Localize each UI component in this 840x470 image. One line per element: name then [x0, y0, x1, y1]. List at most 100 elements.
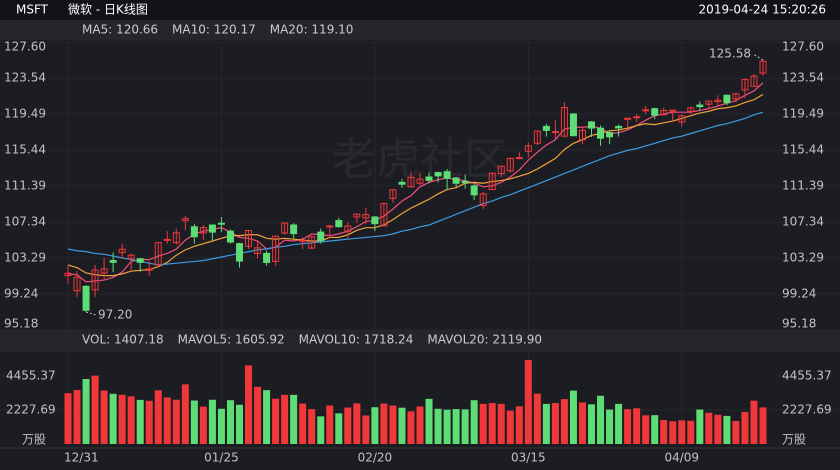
volume-bar — [263, 390, 271, 444]
volume-bar — [326, 405, 334, 444]
volume-bar — [452, 409, 460, 444]
candle-body — [109, 260, 117, 263]
volume-bar — [669, 421, 677, 444]
candle-body — [660, 109, 668, 116]
volume-bar — [308, 409, 316, 444]
volume-bar — [488, 403, 496, 444]
volume-bar — [407, 411, 415, 444]
y-tick-label-right: 4455.37 — [782, 369, 832, 383]
volume-bar — [660, 420, 668, 444]
candle-body — [542, 125, 550, 131]
volume-bar — [461, 409, 469, 444]
volume-bar — [741, 411, 749, 444]
volume-bar — [624, 409, 632, 444]
candle-body — [723, 94, 731, 104]
volume-bar — [217, 408, 225, 444]
volume-bar — [290, 394, 298, 444]
candle-body — [470, 185, 478, 196]
ma-legend: MA5: 120.66 — [82, 23, 158, 37]
candle-body — [533, 130, 541, 144]
candle-body — [190, 226, 198, 238]
candle-body — [371, 216, 379, 225]
volume-bar — [208, 399, 216, 444]
volume-bar — [651, 415, 659, 444]
volume-bar — [127, 396, 135, 444]
candle-body — [416, 178, 424, 184]
y-tick-label-right: 103.29 — [782, 250, 824, 264]
volume-bar — [226, 400, 234, 444]
candle-body — [479, 193, 487, 206]
volume-bar — [344, 407, 352, 444]
volume-bar — [696, 409, 704, 444]
ma-legend-bar — [0, 20, 840, 40]
candle-body — [615, 125, 623, 129]
y-tick-label-right: 107.34 — [782, 214, 824, 228]
candle-body — [515, 157, 523, 160]
candle-body — [750, 75, 758, 87]
candle-body — [208, 224, 216, 233]
unit-label: 万股 — [22, 433, 46, 447]
x-tick-label: 02/20 — [358, 451, 393, 465]
y-tick-label: 99.24 — [4, 286, 38, 300]
volume-bar — [398, 407, 406, 444]
volume-bar — [91, 375, 99, 444]
volume-bar — [190, 400, 198, 444]
candle-body — [263, 252, 271, 263]
candle-body — [64, 272, 72, 277]
candle-body — [127, 254, 135, 260]
volume-bar — [569, 390, 577, 444]
candle-body — [425, 176, 433, 181]
candle-body — [181, 218, 189, 222]
candle-body — [569, 113, 577, 137]
volume-bar — [533, 393, 541, 444]
candle-body — [407, 176, 415, 188]
volume-bar — [199, 406, 207, 444]
y-tick-label-right: 99.24 — [782, 286, 816, 300]
volume-bar — [732, 420, 740, 444]
volume-bar — [687, 420, 695, 444]
volume-bar — [497, 403, 505, 444]
volume-bar — [524, 360, 532, 444]
candle-body — [335, 220, 343, 228]
volume-bar — [254, 386, 262, 444]
moving-average — [67, 111, 764, 266]
volume-bar — [136, 399, 144, 444]
y-tick-label-right: 127.60 — [782, 40, 824, 54]
volume-bar — [443, 409, 451, 444]
candle-body — [163, 238, 171, 241]
volume-bar — [389, 405, 397, 444]
x-tick-label: 01/25 — [204, 451, 239, 465]
volume-bar — [597, 395, 605, 444]
volume-bar — [714, 414, 722, 444]
candle-body — [362, 214, 370, 219]
volume-bar — [479, 403, 487, 444]
y-tick-label: 103.29 — [4, 250, 46, 264]
y-tick-label-right: 111.39 — [782, 179, 824, 193]
candle-body — [380, 203, 388, 227]
volume-bar — [606, 409, 614, 444]
candle-body — [597, 127, 605, 139]
candle-body — [705, 100, 713, 105]
y-tick-label: 115.44 — [4, 143, 46, 157]
volume-bar — [723, 415, 731, 444]
volume-bar — [642, 415, 650, 444]
volume-bar — [181, 384, 189, 444]
y-tick-label: 123.54 — [4, 71, 46, 85]
candle-body — [497, 165, 505, 174]
volume-bar — [109, 393, 117, 444]
candle-body — [245, 230, 253, 247]
candle-body — [560, 107, 568, 137]
volume-bar — [371, 407, 379, 444]
volume-bar — [578, 402, 586, 444]
volume-bar — [759, 407, 767, 444]
candle-body — [524, 145, 532, 152]
candle-body — [73, 276, 81, 292]
annotation-leader — [752, 53, 764, 61]
volume-bar — [245, 365, 253, 444]
candle-body — [759, 60, 767, 74]
max-label: 125.58 — [709, 46, 751, 60]
y-tick-label: 95.18 — [4, 317, 38, 331]
candle-body — [91, 269, 99, 291]
volume-bar — [470, 400, 478, 444]
